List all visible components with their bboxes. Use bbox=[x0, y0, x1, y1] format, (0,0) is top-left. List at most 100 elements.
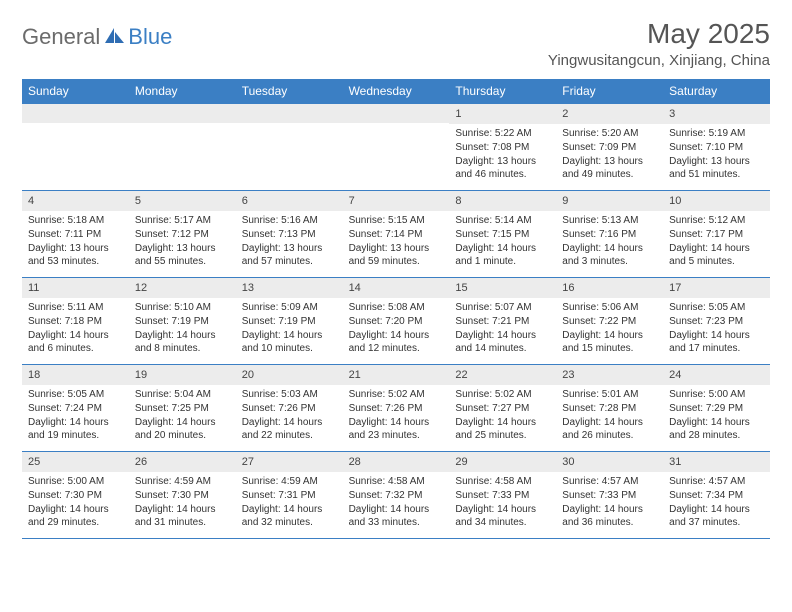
sunrise-line: Sunrise: 5:00 AM bbox=[28, 475, 123, 488]
day-body: Sunrise: 5:04 AMSunset: 7:25 PMDaylight:… bbox=[129, 385, 236, 449]
day-body: Sunrise: 5:00 AMSunset: 7:30 PMDaylight:… bbox=[22, 472, 129, 536]
sunset-line: Sunset: 7:20 PM bbox=[349, 315, 444, 328]
day-cell: 14Sunrise: 5:08 AMSunset: 7:20 PMDayligh… bbox=[343, 278, 450, 364]
day-body: Sunrise: 5:02 AMSunset: 7:27 PMDaylight:… bbox=[449, 385, 556, 449]
month-title: May 2025 bbox=[548, 18, 770, 50]
sunset-line: Sunset: 7:12 PM bbox=[135, 228, 230, 241]
day-cell bbox=[129, 104, 236, 190]
day-number: 7 bbox=[343, 191, 450, 211]
week-row: 11Sunrise: 5:11 AMSunset: 7:18 PMDayligh… bbox=[22, 277, 770, 364]
day-number: 13 bbox=[236, 278, 343, 298]
day-cell: 22Sunrise: 5:02 AMSunset: 7:27 PMDayligh… bbox=[449, 365, 556, 451]
sunrise-line: Sunrise: 5:06 AM bbox=[562, 301, 657, 314]
daylight-line: Daylight: 13 hours and 46 minutes. bbox=[455, 155, 550, 181]
daylight-line: Daylight: 14 hours and 1 minute. bbox=[455, 242, 550, 268]
day-number: 23 bbox=[556, 365, 663, 385]
calendar: SundayMondayTuesdayWednesdayThursdayFrid… bbox=[22, 79, 770, 539]
day-body: Sunrise: 5:02 AMSunset: 7:26 PMDaylight:… bbox=[343, 385, 450, 449]
sunset-line: Sunset: 7:15 PM bbox=[455, 228, 550, 241]
daylight-line: Daylight: 14 hours and 28 minutes. bbox=[669, 416, 764, 442]
day-body: Sunrise: 5:07 AMSunset: 7:21 PMDaylight:… bbox=[449, 298, 556, 362]
day-cell: 12Sunrise: 5:10 AMSunset: 7:19 PMDayligh… bbox=[129, 278, 236, 364]
sunset-line: Sunset: 7:32 PM bbox=[349, 489, 444, 502]
sunrise-line: Sunrise: 5:15 AM bbox=[349, 214, 444, 227]
sunset-line: Sunset: 7:17 PM bbox=[669, 228, 764, 241]
day-body: Sunrise: 4:58 AMSunset: 7:32 PMDaylight:… bbox=[343, 472, 450, 536]
daylight-line: Daylight: 14 hours and 36 minutes. bbox=[562, 503, 657, 529]
day-cell: 16Sunrise: 5:06 AMSunset: 7:22 PMDayligh… bbox=[556, 278, 663, 364]
sunrise-line: Sunrise: 5:20 AM bbox=[562, 127, 657, 140]
week-row: 25Sunrise: 5:00 AMSunset: 7:30 PMDayligh… bbox=[22, 451, 770, 539]
sunrise-line: Sunrise: 5:10 AM bbox=[135, 301, 230, 314]
sunset-line: Sunset: 7:29 PM bbox=[669, 402, 764, 415]
day-body: Sunrise: 4:59 AMSunset: 7:31 PMDaylight:… bbox=[236, 472, 343, 536]
day-cell: 18Sunrise: 5:05 AMSunset: 7:24 PMDayligh… bbox=[22, 365, 129, 451]
day-cell: 5Sunrise: 5:17 AMSunset: 7:12 PMDaylight… bbox=[129, 191, 236, 277]
location: Yingwusitangcun, Xinjiang, China bbox=[548, 52, 770, 69]
day-cell: 10Sunrise: 5:12 AMSunset: 7:17 PMDayligh… bbox=[663, 191, 770, 277]
day-number: 24 bbox=[663, 365, 770, 385]
day-number: 10 bbox=[663, 191, 770, 211]
sunset-line: Sunset: 7:27 PM bbox=[455, 402, 550, 415]
day-number bbox=[129, 104, 236, 123]
day-cell bbox=[236, 104, 343, 190]
sunrise-line: Sunrise: 5:18 AM bbox=[28, 214, 123, 227]
daylight-line: Daylight: 13 hours and 49 minutes. bbox=[562, 155, 657, 181]
daylight-line: Daylight: 14 hours and 19 minutes. bbox=[28, 416, 123, 442]
sunrise-line: Sunrise: 5:01 AM bbox=[562, 388, 657, 401]
daylight-line: Daylight: 14 hours and 5 minutes. bbox=[669, 242, 764, 268]
sunrise-line: Sunrise: 4:57 AM bbox=[669, 475, 764, 488]
sunset-line: Sunset: 7:26 PM bbox=[242, 402, 337, 415]
daylight-line: Daylight: 14 hours and 20 minutes. bbox=[135, 416, 230, 442]
daylight-line: Daylight: 14 hours and 17 minutes. bbox=[669, 329, 764, 355]
day-body: Sunrise: 5:16 AMSunset: 7:13 PMDaylight:… bbox=[236, 211, 343, 275]
daylight-line: Daylight: 14 hours and 6 minutes. bbox=[28, 329, 123, 355]
day-body: Sunrise: 5:17 AMSunset: 7:12 PMDaylight:… bbox=[129, 211, 236, 275]
sunrise-line: Sunrise: 5:16 AM bbox=[242, 214, 337, 227]
daylight-line: Daylight: 14 hours and 22 minutes. bbox=[242, 416, 337, 442]
day-number: 29 bbox=[449, 452, 556, 472]
day-cell: 7Sunrise: 5:15 AMSunset: 7:14 PMDaylight… bbox=[343, 191, 450, 277]
weekday-label: Monday bbox=[129, 79, 236, 103]
day-number: 15 bbox=[449, 278, 556, 298]
day-number: 11 bbox=[22, 278, 129, 298]
logo-text-general: General bbox=[22, 24, 100, 50]
title-block: May 2025 Yingwusitangcun, Xinjiang, Chin… bbox=[548, 18, 770, 69]
day-cell: 9Sunrise: 5:13 AMSunset: 7:16 PMDaylight… bbox=[556, 191, 663, 277]
sunrise-line: Sunrise: 5:22 AM bbox=[455, 127, 550, 140]
day-number: 19 bbox=[129, 365, 236, 385]
sunrise-line: Sunrise: 5:02 AM bbox=[455, 388, 550, 401]
day-body: Sunrise: 5:08 AMSunset: 7:20 PMDaylight:… bbox=[343, 298, 450, 362]
day-number: 9 bbox=[556, 191, 663, 211]
day-body: Sunrise: 5:10 AMSunset: 7:19 PMDaylight:… bbox=[129, 298, 236, 362]
sunset-line: Sunset: 7:16 PM bbox=[562, 228, 657, 241]
day-cell: 25Sunrise: 5:00 AMSunset: 7:30 PMDayligh… bbox=[22, 452, 129, 538]
daylight-line: Daylight: 14 hours and 25 minutes. bbox=[455, 416, 550, 442]
sunset-line: Sunset: 7:30 PM bbox=[28, 489, 123, 502]
sunset-line: Sunset: 7:31 PM bbox=[242, 489, 337, 502]
day-cell: 11Sunrise: 5:11 AMSunset: 7:18 PMDayligh… bbox=[22, 278, 129, 364]
day-cell: 23Sunrise: 5:01 AMSunset: 7:28 PMDayligh… bbox=[556, 365, 663, 451]
logo: General Blue bbox=[22, 24, 172, 50]
sunrise-line: Sunrise: 5:05 AM bbox=[28, 388, 123, 401]
daylight-line: Daylight: 14 hours and 23 minutes. bbox=[349, 416, 444, 442]
sunset-line: Sunset: 7:22 PM bbox=[562, 315, 657, 328]
sunrise-line: Sunrise: 5:07 AM bbox=[455, 301, 550, 314]
week-row: 1Sunrise: 5:22 AMSunset: 7:08 PMDaylight… bbox=[22, 103, 770, 190]
day-body: Sunrise: 5:12 AMSunset: 7:17 PMDaylight:… bbox=[663, 211, 770, 275]
daylight-line: Daylight: 14 hours and 15 minutes. bbox=[562, 329, 657, 355]
sunrise-line: Sunrise: 5:11 AM bbox=[28, 301, 123, 314]
day-number: 17 bbox=[663, 278, 770, 298]
weekday-header-row: SundayMondayTuesdayWednesdayThursdayFrid… bbox=[22, 79, 770, 103]
daylight-line: Daylight: 14 hours and 37 minutes. bbox=[669, 503, 764, 529]
day-number: 20 bbox=[236, 365, 343, 385]
day-number: 25 bbox=[22, 452, 129, 472]
day-cell: 24Sunrise: 5:00 AMSunset: 7:29 PMDayligh… bbox=[663, 365, 770, 451]
weekday-label: Sunday bbox=[22, 79, 129, 103]
sunset-line: Sunset: 7:19 PM bbox=[242, 315, 337, 328]
day-body: Sunrise: 4:57 AMSunset: 7:34 PMDaylight:… bbox=[663, 472, 770, 536]
day-body: Sunrise: 5:05 AMSunset: 7:24 PMDaylight:… bbox=[22, 385, 129, 449]
day-number bbox=[236, 104, 343, 123]
daylight-line: Daylight: 14 hours and 3 minutes. bbox=[562, 242, 657, 268]
day-cell: 15Sunrise: 5:07 AMSunset: 7:21 PMDayligh… bbox=[449, 278, 556, 364]
